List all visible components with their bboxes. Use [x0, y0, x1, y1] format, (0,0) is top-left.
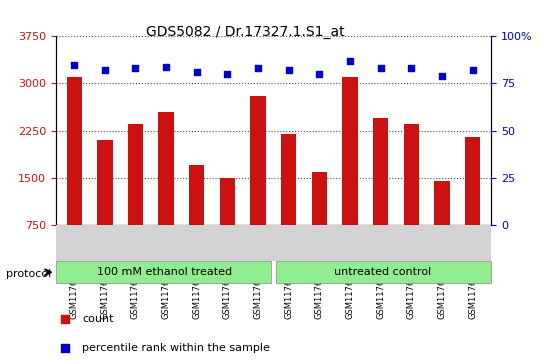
Point: [284, 68, 293, 73]
Point: [315, 71, 324, 77]
Text: GDS5082 / Dr.17327.1.S1_at: GDS5082 / Dr.17327.1.S1_at: [146, 25, 345, 40]
Text: untreated control: untreated control: [334, 267, 431, 277]
Text: 100 mM ethanol treated: 100 mM ethanol treated: [97, 267, 232, 277]
Bar: [220, 178, 235, 272]
Point: [131, 65, 140, 71]
Text: protocol: protocol: [6, 269, 51, 279]
Bar: [66, 77, 82, 272]
Bar: [434, 181, 450, 272]
Point: [223, 71, 232, 77]
Text: percentile rank within the sample: percentile rank within the sample: [82, 343, 270, 354]
Point: [100, 68, 109, 73]
Point: [70, 62, 79, 68]
Point: [348, 192, 357, 197]
Bar: [158, 112, 174, 272]
FancyBboxPatch shape: [56, 261, 271, 283]
Point: [437, 73, 446, 79]
Bar: [128, 125, 143, 272]
Point: [407, 65, 416, 71]
Text: count: count: [82, 314, 113, 325]
Point: [254, 65, 263, 71]
FancyBboxPatch shape: [276, 261, 491, 283]
Bar: [281, 134, 296, 272]
Bar: [343, 77, 358, 272]
Bar: [403, 125, 419, 272]
Bar: [465, 137, 480, 272]
Point: [162, 64, 171, 69]
Bar: [251, 96, 266, 272]
Bar: [312, 172, 327, 272]
Bar: [97, 140, 113, 272]
Point: [193, 69, 201, 75]
Bar: [373, 118, 388, 272]
Point: [376, 65, 385, 71]
Point: [468, 68, 477, 73]
Bar: [189, 165, 204, 272]
Point: [345, 58, 354, 64]
